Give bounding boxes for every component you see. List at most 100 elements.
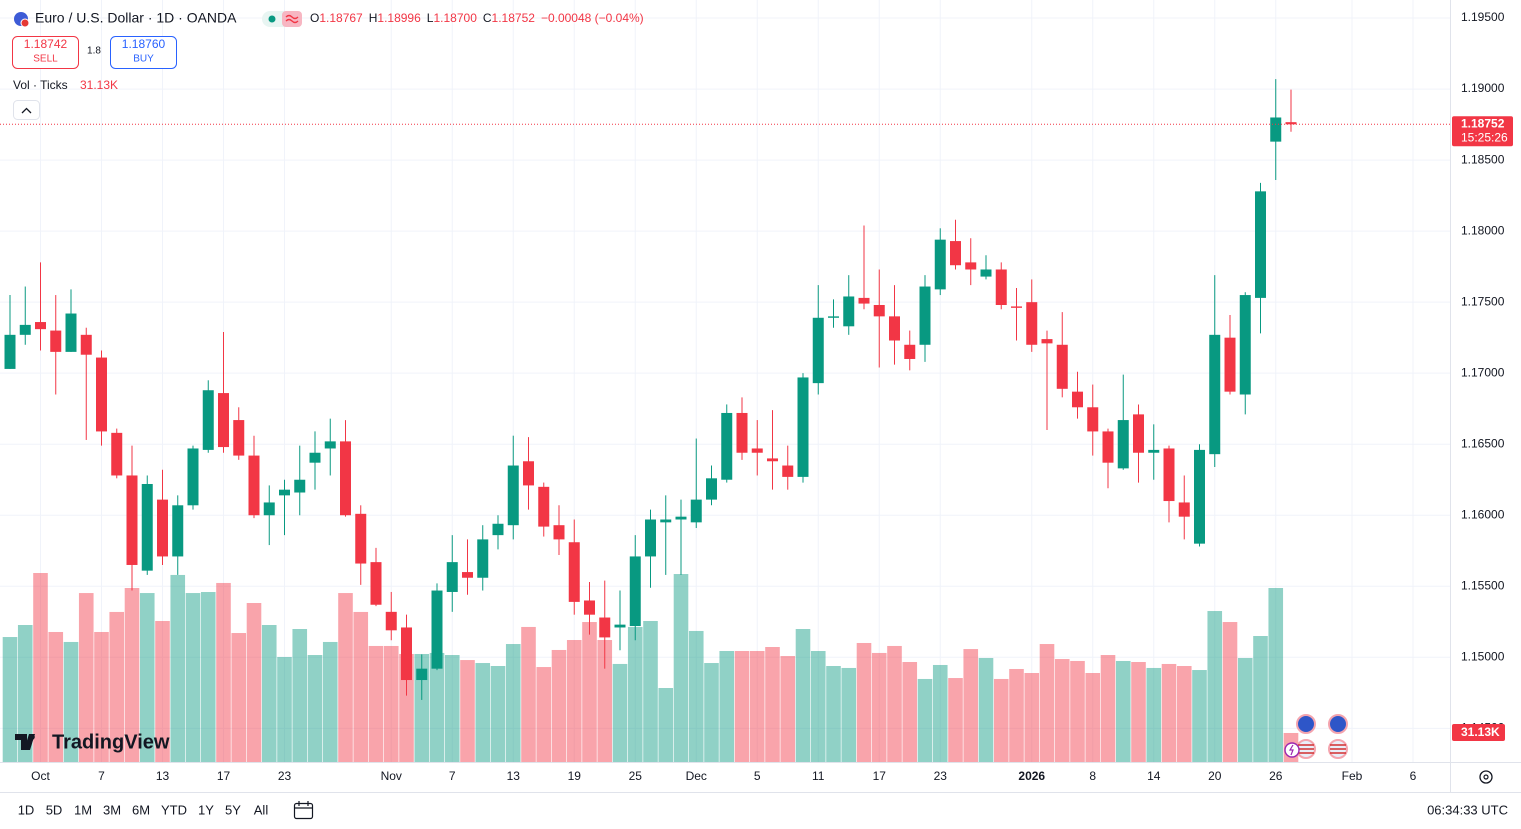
volume-bar bbox=[475, 663, 491, 762]
candle-body bbox=[19, 324, 31, 335]
collapse-button[interactable] bbox=[13, 100, 40, 120]
volume-bar bbox=[1100, 655, 1116, 762]
candle-body bbox=[507, 465, 519, 526]
candle-body bbox=[431, 590, 443, 669]
candle-body bbox=[385, 611, 397, 631]
event-flag[interactable] bbox=[1328, 714, 1348, 734]
clock: 06:34:33 UTC bbox=[1427, 802, 1508, 817]
candle-body bbox=[843, 296, 855, 327]
spread: 1.8 bbox=[87, 46, 101, 57]
delay-icon bbox=[282, 11, 302, 27]
volume-bar bbox=[1024, 672, 1040, 762]
volume-bar bbox=[993, 678, 1009, 762]
volume-bar bbox=[932, 664, 948, 762]
sell-box[interactable] bbox=[12, 36, 79, 69]
volume-bar bbox=[1237, 657, 1253, 762]
volume-bar bbox=[277, 656, 292, 762]
axis-settings[interactable] bbox=[1479, 770, 1493, 784]
volume-bar bbox=[429, 652, 445, 762]
sell-label[interactable]: SELL bbox=[33, 54, 58, 65]
volume-bar bbox=[200, 592, 216, 762]
x-tick-label: 11 bbox=[812, 769, 825, 783]
buy-label[interactable]: BUY bbox=[133, 54, 154, 65]
event-flag[interactable] bbox=[1296, 714, 1316, 734]
candle-body bbox=[126, 475, 138, 565]
candle-body bbox=[904, 344, 916, 359]
x-tick-label: 13 bbox=[156, 769, 170, 783]
last-price-box bbox=[1452, 116, 1513, 147]
range-button[interactable]: 1M bbox=[74, 802, 92, 817]
buy-box[interactable] bbox=[110, 36, 177, 69]
settings-gear[interactable] bbox=[1479, 770, 1493, 784]
candle-body bbox=[767, 458, 778, 462]
range-button[interactable]: All bbox=[254, 802, 269, 817]
logo-dot bbox=[29, 734, 35, 740]
x-tick-label: 25 bbox=[629, 769, 643, 783]
buy-price[interactable]: 1.18760 bbox=[122, 37, 166, 51]
volume-bar bbox=[1176, 666, 1192, 762]
candle-body bbox=[645, 519, 656, 557]
range-button[interactable]: 1D bbox=[18, 802, 35, 817]
candle-body bbox=[263, 502, 275, 516]
candle-body bbox=[1011, 306, 1022, 308]
candle-body bbox=[980, 269, 992, 277]
range-button[interactable]: YTD bbox=[161, 802, 187, 817]
calendar-icon[interactable] bbox=[293, 802, 314, 820]
candle-body bbox=[1255, 191, 1266, 298]
candle-body bbox=[65, 313, 77, 352]
y-tick-label: 1.15000 bbox=[1461, 649, 1505, 663]
x-tick-label: 20 bbox=[1208, 769, 1222, 783]
volume-bar bbox=[139, 593, 155, 762]
candle-body bbox=[599, 617, 611, 638]
volume-bar bbox=[948, 678, 963, 762]
sell-price[interactable]: 1.18742 bbox=[24, 37, 68, 51]
candle-body bbox=[1087, 407, 1099, 432]
candle-body bbox=[340, 441, 351, 516]
range-button[interactable]: 1Y bbox=[198, 802, 214, 817]
volume-bar bbox=[155, 620, 170, 762]
buy-button[interactable]: 1.18760 BUY bbox=[110, 36, 177, 69]
volume-bar bbox=[871, 652, 887, 762]
candle-body bbox=[1041, 339, 1053, 344]
candle-body bbox=[477, 539, 489, 578]
calendar-icon-lines bbox=[294, 801, 313, 809]
candle-body bbox=[233, 420, 245, 456]
candle-body bbox=[324, 441, 336, 449]
range-button[interactable]: 5D bbox=[46, 802, 63, 817]
candle-body bbox=[568, 542, 580, 602]
symbol-title: Euro / U.S. Dollar · 1D · OANDA bbox=[35, 10, 237, 26]
volume-bar bbox=[673, 574, 689, 762]
sell-button[interactable]: 1.18742 SELL bbox=[12, 36, 79, 69]
volume-bar bbox=[1268, 588, 1284, 762]
calendar-button[interactable] bbox=[293, 801, 314, 820]
candle-body bbox=[889, 316, 900, 341]
volume-legend-value: 31.13K bbox=[80, 78, 118, 92]
volume-bar bbox=[1192, 670, 1207, 762]
volume-bar bbox=[1054, 659, 1070, 762]
candle-body bbox=[538, 486, 550, 527]
countdown: 15:25:26 bbox=[1461, 130, 1508, 144]
candle-body bbox=[1194, 449, 1205, 544]
volume-bar bbox=[826, 666, 841, 762]
settings-gear-hub bbox=[1483, 774, 1489, 780]
range-toolbar: 06:34:33 UTC 1D 5D 1M 3M 6M YTD 1Y 5Y All bbox=[18, 801, 1508, 820]
candle-body bbox=[141, 483, 153, 571]
candle-body bbox=[416, 668, 428, 681]
collapse-box[interactable] bbox=[13, 100, 40, 120]
candle-body bbox=[950, 241, 961, 266]
range-button[interactable]: 5Y bbox=[225, 802, 241, 817]
volume-bar bbox=[734, 651, 750, 762]
ohlc-letter: C bbox=[483, 11, 492, 25]
volume-bar bbox=[48, 631, 64, 762]
logo-text: TradingView bbox=[52, 731, 170, 753]
volume-bar bbox=[17, 625, 33, 762]
range-button[interactable]: 6M bbox=[132, 802, 150, 817]
candle-body bbox=[370, 562, 382, 605]
volume-layer bbox=[2, 573, 1299, 762]
y-tick-label: 1.16500 bbox=[1461, 436, 1505, 450]
range-button[interactable]: 3M bbox=[103, 802, 121, 817]
x-tick-label: 13 bbox=[507, 769, 521, 783]
volume-bar bbox=[261, 625, 277, 762]
event-flag-stripes bbox=[1298, 744, 1346, 754]
volume-bar bbox=[780, 656, 796, 762]
